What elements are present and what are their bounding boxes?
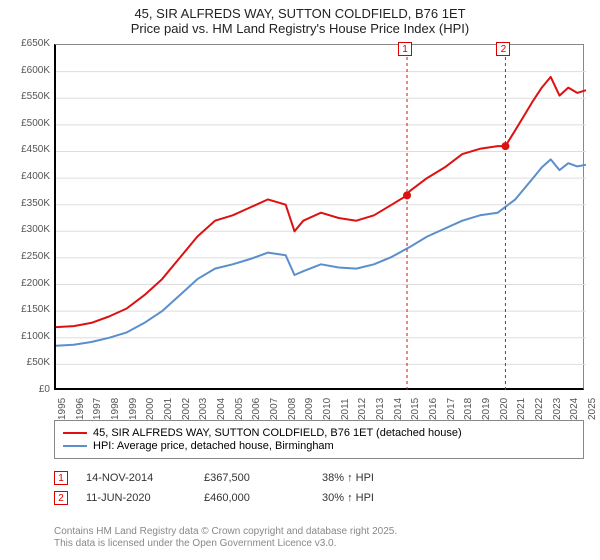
- x-tick-label: 2012: [357, 398, 368, 420]
- legend-swatch-1: [63, 432, 87, 434]
- x-tick-label: 2014: [393, 398, 404, 420]
- y-tick-label: £100K: [6, 331, 50, 342]
- x-tick-label: 2000: [145, 398, 156, 420]
- x-tick-label: 1996: [75, 398, 86, 420]
- x-tick-label: 2024: [569, 398, 580, 420]
- plot-area: [54, 44, 584, 390]
- legend-row: HPI: Average price, detached house, Birm…: [63, 440, 575, 452]
- y-tick-label: £150K: [6, 304, 50, 315]
- legend: 45, SIR ALFREDS WAY, SUTTON COLDFIELD, B…: [54, 420, 584, 459]
- x-tick-label: 2010: [322, 398, 333, 420]
- plot-svg: [56, 45, 583, 388]
- series-line-price_paid: [56, 77, 586, 327]
- chart-title: 45, SIR ALFREDS WAY, SUTTON COLDFIELD, B…: [0, 0, 600, 38]
- x-tick-label: 1995: [57, 398, 68, 420]
- x-tick-label: 2002: [181, 398, 192, 420]
- event-delta-2: 30% ↑ HPI: [322, 492, 422, 504]
- event-marker-inline: 1: [398, 42, 412, 56]
- y-tick-label: £350K: [6, 198, 50, 209]
- footer: Contains HM Land Registry data © Crown c…: [54, 526, 584, 550]
- x-tick-label: 2019: [481, 398, 492, 420]
- event-date-2: 11-JUN-2020: [86, 492, 186, 504]
- y-tick-label: £500K: [6, 118, 50, 129]
- x-tick-label: 2001: [163, 398, 174, 420]
- x-tick-label: 2013: [375, 398, 386, 420]
- x-tick-label: 2008: [287, 398, 298, 420]
- event-price-1: £367,500: [204, 472, 304, 484]
- event-date-1: 14-NOV-2014: [86, 472, 186, 484]
- x-tick-label: 2015: [410, 398, 421, 420]
- y-tick-label: £550K: [6, 91, 50, 102]
- footer-line-1: Contains HM Land Registry data © Crown c…: [54, 526, 584, 538]
- y-tick-label: £0: [6, 384, 50, 395]
- y-tick-label: £650K: [6, 38, 50, 49]
- y-tick-label: £300K: [6, 224, 50, 235]
- x-tick-label: 2025: [587, 398, 598, 420]
- event-row: 1 14-NOV-2014 £367,500 38% ↑ HPI: [54, 468, 584, 488]
- y-tick-label: £250K: [6, 251, 50, 262]
- x-tick-label: 2017: [446, 398, 457, 420]
- x-tick-label: 2020: [499, 398, 510, 420]
- x-tick-label: 2004: [216, 398, 227, 420]
- event-marker-2: 2: [54, 491, 68, 505]
- event-delta-1: 38% ↑ HPI: [322, 472, 422, 484]
- x-tick-label: 2011: [340, 398, 351, 420]
- event-marker-inline: 2: [496, 42, 510, 56]
- x-tick-label: 2007: [269, 398, 280, 420]
- legend-row: 45, SIR ALFREDS WAY, SUTTON COLDFIELD, B…: [63, 427, 575, 439]
- x-tick-label: 2005: [234, 398, 245, 420]
- x-tick-label: 2023: [552, 398, 563, 420]
- chart-container: { "chart": { "type": "line", "title_line…: [0, 0, 600, 560]
- x-tick-label: 1999: [128, 398, 139, 420]
- x-tick-label: 2016: [428, 398, 439, 420]
- x-tick-label: 2003: [198, 398, 209, 420]
- title-line-2: Price paid vs. HM Land Registry's House …: [0, 21, 600, 36]
- x-tick-label: 2009: [304, 398, 315, 420]
- event-price-2: £460,000: [204, 492, 304, 504]
- footer-line-2: This data is licensed under the Open Gov…: [54, 538, 584, 550]
- y-tick-label: £450K: [6, 144, 50, 155]
- x-tick-label: 1998: [110, 398, 121, 420]
- y-tick-label: £400K: [6, 171, 50, 182]
- x-tick-label: 2021: [516, 398, 527, 420]
- title-line-1: 45, SIR ALFREDS WAY, SUTTON COLDFIELD, B…: [0, 6, 600, 21]
- y-tick-label: £600K: [6, 65, 50, 76]
- event-table: 1 14-NOV-2014 £367,500 38% ↑ HPI 2 11-JU…: [54, 468, 584, 508]
- x-tick-label: 2018: [463, 398, 474, 420]
- event-row: 2 11-JUN-2020 £460,000 30% ↑ HPI: [54, 488, 584, 508]
- series-line-hpi: [56, 159, 586, 345]
- y-tick-label: £50K: [6, 357, 50, 368]
- legend-swatch-2: [63, 445, 87, 447]
- event-marker-1: 1: [54, 471, 68, 485]
- y-tick-label: £200K: [6, 278, 50, 289]
- legend-label-1: 45, SIR ALFREDS WAY, SUTTON COLDFIELD, B…: [93, 427, 462, 439]
- x-tick-label: 1997: [92, 398, 103, 420]
- x-tick-label: 2022: [534, 398, 545, 420]
- legend-label-2: HPI: Average price, detached house, Birm…: [93, 440, 334, 452]
- x-tick-label: 2006: [251, 398, 262, 420]
